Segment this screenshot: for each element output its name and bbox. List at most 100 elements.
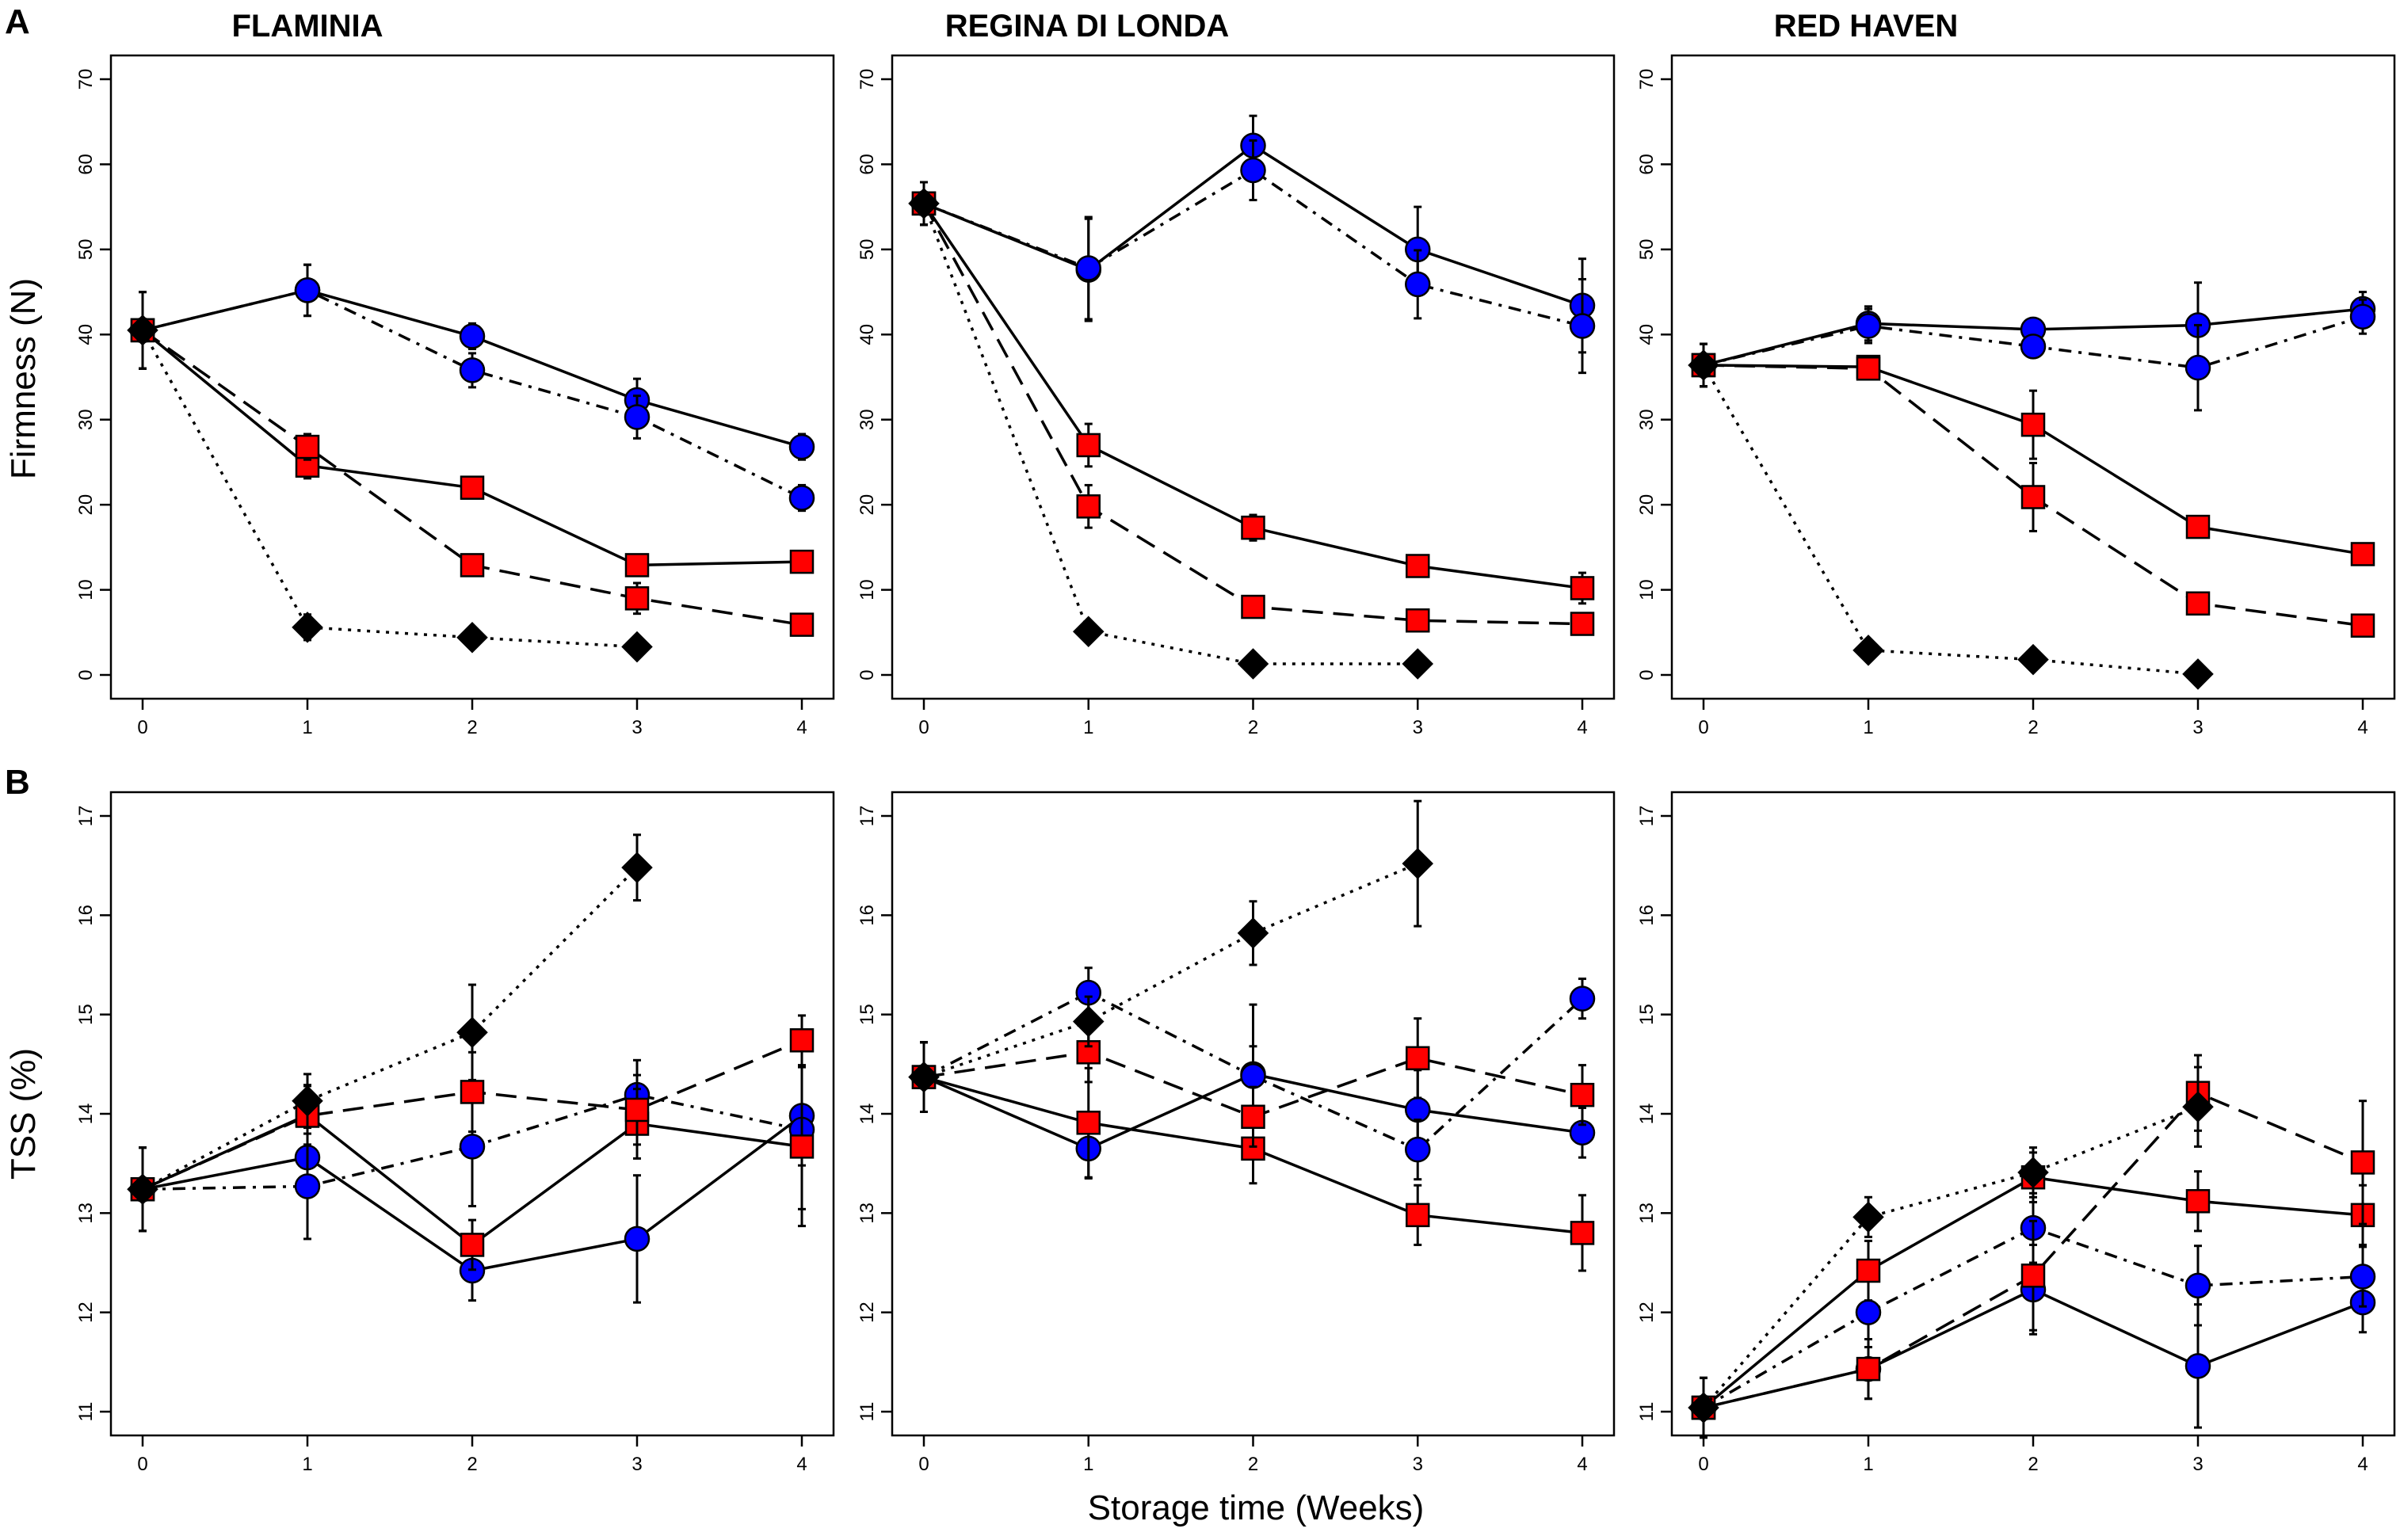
data-point-diamond: [621, 631, 653, 663]
y-tick-label: 60: [857, 154, 878, 175]
x-axis-title: Storage time (Weeks): [1088, 1489, 1425, 1527]
x-tick-label: 0: [137, 717, 147, 738]
panel-label-a: A: [5, 2, 30, 41]
data-point-square: [624, 1097, 650, 1123]
y-tick-label: 13: [857, 1203, 878, 1224]
column-title-red-haven: RED HAVEN: [1774, 9, 1959, 44]
x-tick-label: 4: [796, 1454, 807, 1475]
series-line: [142, 866, 639, 1191]
y-tick-label: 14: [857, 1104, 878, 1125]
data-point-diamond: [1852, 1201, 1884, 1233]
data-point-square: [1570, 1082, 1595, 1107]
data-point-circle: [788, 485, 815, 511]
x-tick-label: 2: [1248, 717, 1258, 738]
data-point-square: [1076, 494, 1101, 519]
data-point-diamond: [1688, 1392, 1719, 1424]
data-point-diamond: [1852, 635, 1884, 666]
y-tick-label: 14: [75, 1104, 97, 1125]
y-tick-label: 70: [857, 69, 878, 90]
data-point-diamond: [621, 852, 653, 883]
data-point-circle: [2184, 354, 2211, 381]
data-point-square: [460, 1233, 485, 1257]
data-point-diamond: [292, 612, 323, 643]
y-tick-label: 10: [857, 579, 878, 600]
data-point-square: [1856, 1356, 1881, 1382]
data-point-diamond: [2182, 1091, 2214, 1123]
data-point-square: [2020, 485, 2046, 509]
y-tick-label: 50: [75, 239, 97, 261]
y-tick-label: 0: [75, 669, 97, 680]
y-tick-label: 17: [1636, 806, 1658, 827]
y-tick-label: 12: [1636, 1302, 1658, 1323]
data-point-diamond: [456, 621, 488, 654]
data-point-square: [624, 553, 650, 578]
data-point-circle: [2349, 1264, 2376, 1290]
data-point-square: [1406, 1203, 1430, 1228]
data-point-circle: [1405, 271, 1431, 298]
x-tick-label: 4: [1577, 717, 1587, 738]
x-tick-label: 2: [467, 1454, 477, 1475]
ylabel-tss: TSS (%): [4, 1048, 43, 1180]
data-point-diamond: [1237, 648, 1269, 680]
series-diamond-dotted: [127, 833, 653, 1233]
x-tick-label: 1: [1863, 717, 1873, 738]
y-tick-label: 10: [1636, 579, 1658, 600]
y-tick-label: 11: [857, 1402, 878, 1422]
y-tick-label: 20: [857, 494, 878, 516]
x-tick-label: 2: [2028, 717, 2038, 738]
x-tick-label: 2: [2028, 1454, 2038, 1475]
x-tick-label: 3: [631, 717, 642, 738]
panel-label-b: B: [5, 763, 30, 802]
data-point-square: [1570, 576, 1595, 600]
y-tick-label: 70: [1636, 69, 1658, 90]
series-line: [141, 330, 638, 649]
y-tick-label: 15: [1636, 1004, 1658, 1025]
series-diamond-dotted: [1688, 342, 2214, 690]
plot-frame: [1670, 791, 2396, 1437]
y-tick-label: 10: [75, 579, 97, 600]
x-tick-label: 4: [2357, 717, 2368, 738]
y-tick-label: 0: [1636, 669, 1658, 680]
x-tick-label: 0: [918, 1454, 929, 1475]
series-line: [922, 203, 1583, 626]
data-point-circle: [624, 1226, 651, 1252]
data-point-diamond: [1688, 349, 1719, 381]
data-point-diamond: [1402, 648, 1434, 680]
y-tick-label: 17: [857, 806, 878, 827]
data-point-diamond: [908, 1061, 940, 1093]
x-tick-label: 3: [2192, 1454, 2203, 1475]
x-tick-label: 4: [1577, 1454, 1587, 1475]
data-point-diamond: [292, 1084, 323, 1117]
series-diamond-dotted: [1688, 1065, 2214, 1439]
data-point-square: [2185, 591, 2211, 616]
data-point-square: [2185, 1189, 2211, 1214]
y-tick-label: 0: [857, 669, 878, 680]
data-point-diamond: [908, 188, 940, 219]
data-point-circle: [1855, 313, 1882, 339]
data-point-circle: [2184, 1272, 2211, 1299]
data-point-square: [789, 612, 815, 637]
y-tick-label: 15: [857, 1004, 878, 1025]
x-tick-label: 1: [1083, 1454, 1093, 1475]
y-tick-label: 40: [1636, 324, 1658, 345]
y-tick-label: 50: [857, 239, 878, 261]
data-point-square: [2020, 412, 2046, 437]
data-point-circle: [1569, 313, 1596, 339]
data-point-square: [1076, 433, 1101, 458]
y-tick-label: 30: [1636, 409, 1658, 430]
data-point-square: [1241, 594, 1265, 619]
data-point-circle: [2020, 334, 2047, 360]
x-tick-label: 1: [302, 717, 312, 738]
y-tick-label: 40: [857, 324, 878, 345]
series-square-solid: [911, 181, 1595, 605]
data-point-circle: [1855, 1299, 1882, 1325]
y-tick-label: 13: [75, 1203, 97, 1224]
data-point-square: [2185, 514, 2211, 539]
data-point-square: [2350, 613, 2375, 638]
x-tick-label: 4: [2357, 1454, 2368, 1475]
data-point-square: [2020, 1264, 2046, 1288]
data-point-square: [460, 1080, 485, 1104]
